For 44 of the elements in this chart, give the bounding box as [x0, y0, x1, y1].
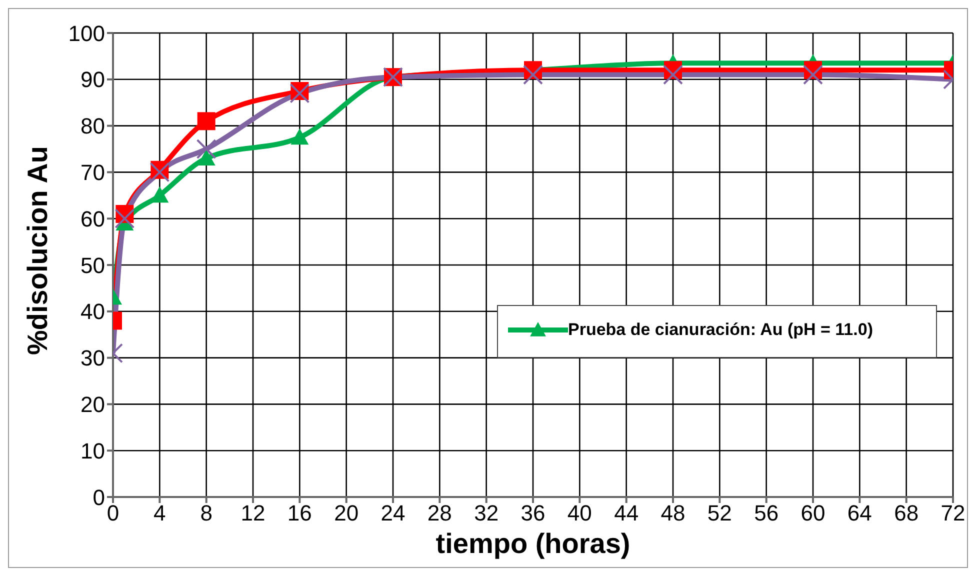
y-tick-label: 0: [92, 484, 105, 510]
point: [523, 64, 543, 85]
x-tick-label: 36: [520, 500, 546, 526]
x-tick-label: 32: [474, 500, 499, 526]
y-tick-label: 50: [80, 252, 105, 278]
y-tick-label: 60: [80, 206, 105, 232]
legend-label: Prueba de cianuración: Au (pH = 11.0): [568, 319, 873, 341]
x-tick-label: 24: [380, 500, 406, 526]
y-tick-label: 40: [80, 299, 105, 324]
y-axis-title: %disolucion Au: [22, 146, 53, 355]
x-tick-label: 52: [707, 500, 732, 526]
y-tick-label: 30: [80, 346, 105, 371]
point: [663, 64, 683, 85]
point: [150, 162, 170, 182]
x-tick-label: 44: [614, 500, 639, 526]
x-tick-label: 64: [847, 500, 872, 526]
x-tick-label: 20: [334, 500, 359, 526]
x-tick-label: 40: [567, 500, 592, 526]
y-tick-label: 70: [80, 160, 105, 186]
point: [197, 149, 216, 166]
x-tick-label: 12: [240, 500, 266, 526]
point: [196, 139, 216, 159]
x-tick-label: 56: [754, 500, 779, 526]
x-tick-label: 68: [894, 500, 919, 526]
point: [803, 64, 823, 85]
x-tick-label: 16: [287, 500, 312, 526]
y-tick-label: 90: [80, 67, 105, 92]
y-tick-label: 100: [68, 20, 105, 46]
point: [290, 83, 310, 104]
point: [150, 186, 169, 203]
x-tick-label: 60: [800, 500, 826, 526]
y-tick-label: 20: [80, 392, 105, 418]
x-axis-title: tiempo (horas): [436, 528, 630, 559]
y-tick-label: 80: [80, 114, 105, 139]
point: [197, 112, 216, 130]
x-tick-label: 8: [200, 500, 212, 526]
legend-box: Prueba de cianuración: Au (pH = 11.0): [497, 305, 937, 358]
x-tick-label: 72: [940, 500, 966, 526]
x-tick-label: 4: [154, 500, 166, 526]
x-tick-label: 28: [427, 500, 452, 526]
point: [114, 208, 135, 229]
y-tick-label: 10: [80, 438, 105, 464]
x-tick-label: 48: [660, 500, 686, 526]
point: [290, 128, 309, 145]
